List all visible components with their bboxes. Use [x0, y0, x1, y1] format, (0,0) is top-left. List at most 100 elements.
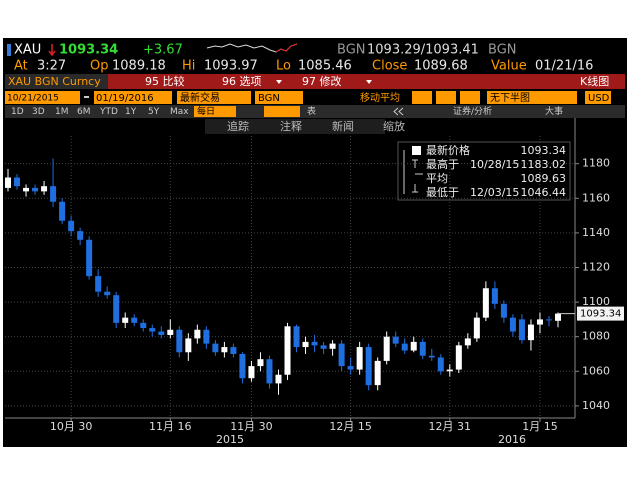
candle-body: [23, 187, 30, 192]
candle-body: [158, 331, 165, 335]
quote-value: 01/21/16: [535, 59, 593, 74]
candle-body: [311, 341, 318, 346]
candle-body: [518, 319, 525, 341]
moving-average[interactable]: 移动平均: [360, 91, 400, 104]
period-button[interactable]: 1D: [11, 107, 24, 117]
input-box[interactable]: [5, 91, 80, 104]
y-tick-label: 1060: [582, 364, 610, 377]
ticker-icon: [7, 44, 11, 56]
start-date[interactable]: 10/21/2015: [7, 94, 59, 104]
menu-modify[interactable]: 97 修改: [302, 74, 342, 88]
frequency[interactable]: 每日: [197, 105, 215, 117]
legend-date: 10/28/15: [470, 158, 519, 171]
lower-chart[interactable]: 无下半图: [490, 91, 530, 104]
input-box[interactable]: [460, 91, 480, 104]
dropdown-icon: [276, 80, 282, 84]
candle-body: [500, 303, 507, 318]
candle-body: [266, 359, 273, 384]
candle-body: [464, 338, 471, 346]
candle-body: [194, 329, 201, 339]
quote-label: At: [14, 59, 28, 74]
back-icon[interactable]: [393, 107, 404, 116]
candle-body: [545, 319, 552, 321]
y-tick-label: 1040: [582, 399, 610, 412]
candle-body: [302, 341, 309, 348]
legend-value: 1089.63: [521, 172, 567, 185]
input-box[interactable]: [94, 91, 172, 104]
menu-compare[interactable]: 95 比较: [145, 74, 185, 88]
period-button[interactable]: Max: [170, 107, 189, 117]
legend-label: 最新价格: [426, 143, 470, 157]
table-button[interactable]: 表: [307, 105, 316, 117]
candle-body: [104, 291, 111, 296]
candle-body: [221, 347, 228, 353]
legend-label: 平均: [426, 172, 448, 185]
chart-type[interactable]: K线图: [580, 74, 609, 88]
x-tick-label: 11月 30: [230, 420, 273, 433]
candle-body: [527, 324, 534, 341]
period-button[interactable]: YTD: [99, 107, 118, 117]
input-box[interactable]: [436, 91, 456, 104]
candle-body: [491, 288, 498, 304]
y-tick-label: 1160: [582, 191, 610, 204]
legend-value: 1046.44: [521, 186, 567, 199]
candle-body: [113, 295, 120, 323]
input-box[interactable]: [194, 106, 236, 117]
sparkline-today: [275, 43, 298, 53]
candle-body: [383, 336, 390, 361]
x-tick-label: 1月 15: [522, 420, 558, 433]
security[interactable]: XAU BGN Curncy: [8, 75, 101, 88]
period-button[interactable]: 3D: [32, 107, 45, 117]
x-tick-label: 10月 30: [50, 420, 93, 433]
currency[interactable]: USD: [588, 93, 610, 104]
quote-label: Lo: [276, 59, 291, 74]
y-tick-label: 1100: [582, 295, 610, 308]
candle-body: [428, 355, 435, 358]
candle-body: [203, 329, 210, 344]
dash: [84, 96, 89, 98]
candle-body: [437, 357, 444, 372]
input-box[interactable]: [264, 106, 300, 117]
period-button[interactable]: 1Y: [125, 107, 137, 117]
pricing-source[interactable]: BGN: [258, 93, 280, 104]
input-box[interactable]: [585, 91, 611, 104]
input-box[interactable]: [177, 91, 251, 104]
menu-options[interactable]: 96 选项: [222, 75, 262, 88]
end-date[interactable]: 01/19/2016: [96, 93, 154, 104]
bid-source: BGN: [337, 43, 366, 58]
candle-body: [410, 341, 417, 351]
bid-ask: 1093.29/1093.41: [367, 43, 479, 58]
candle-body: [176, 329, 183, 353]
candle-body: [374, 360, 381, 386]
quote-label: Value: [491, 59, 527, 74]
period-button[interactable]: 6M: [77, 107, 91, 117]
events-button[interactable]: 大事: [545, 105, 563, 117]
period-button[interactable]: 5Y: [148, 107, 160, 117]
last-price-label: 1093.34: [580, 309, 621, 320]
candle-body: [77, 231, 84, 240]
tool[interactable]: 新闻: [332, 119, 354, 133]
analysis-button[interactable]: 证券/分析: [453, 105, 492, 117]
candle-body: [338, 343, 345, 367]
down-arrow: [48, 44, 56, 57]
candle-body: [131, 317, 138, 323]
input-box[interactable]: [412, 91, 432, 104]
input-box[interactable]: [487, 91, 577, 104]
x-tick-label: 12月 31: [429, 420, 472, 433]
last-price-box: [577, 306, 624, 321]
net-change: +3.67: [143, 43, 183, 58]
candle-body: [419, 341, 426, 356]
candle-body: [284, 326, 291, 375]
price-field[interactable]: 最新交易: [180, 91, 220, 104]
tool[interactable]: 追踪: [227, 119, 249, 133]
candle-body: [392, 336, 399, 344]
y-tick-label: 1120: [582, 260, 610, 273]
input-box[interactable]: [255, 91, 303, 104]
candle-body: [5, 177, 11, 188]
legend-swatch: [412, 146, 421, 155]
ticker: XAU: [14, 43, 41, 58]
tool[interactable]: 注释: [280, 119, 302, 133]
candle-body: [509, 317, 516, 332]
tool[interactable]: 缩放: [383, 119, 405, 133]
period-button[interactable]: 1M: [55, 107, 69, 117]
